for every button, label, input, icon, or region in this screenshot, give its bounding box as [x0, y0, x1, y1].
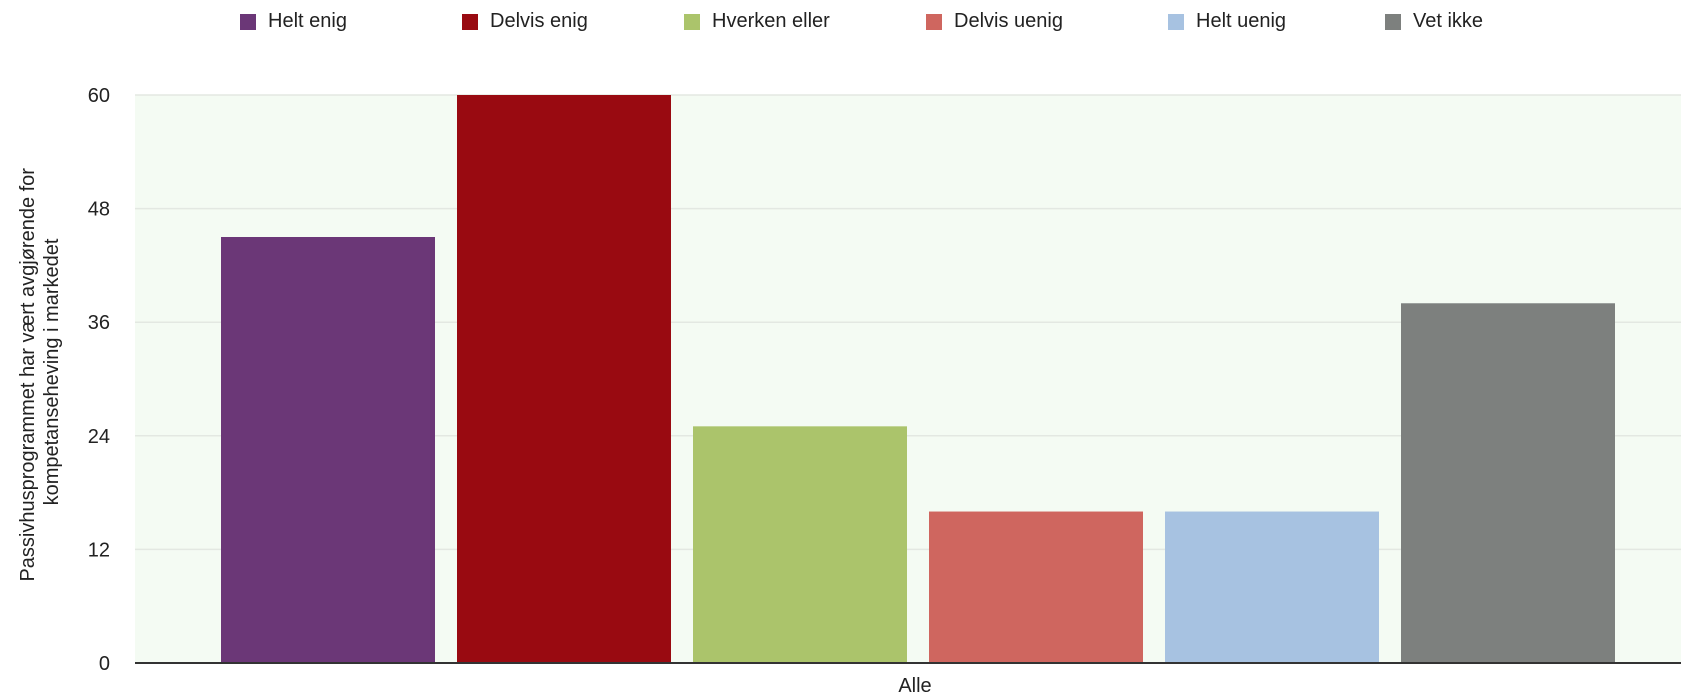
legend-label: Helt enig	[268, 10, 347, 32]
y-axis-title-line: kompetanseheving i markedet	[41, 238, 63, 505]
y-tick-label: 60	[88, 85, 110, 107]
legend-item-delvis-enig[interactable]: Delvis enig	[462, 10, 672, 33]
y-tick-label: 0	[99, 653, 110, 675]
legend-swatch	[926, 13, 942, 30]
y-tick-label: 12	[88, 539, 110, 561]
y-tick-label: 48	[88, 199, 110, 221]
bar-helt-enig[interactable]	[221, 237, 435, 663]
bar-delvis-uenig[interactable]	[929, 511, 1143, 663]
legend-label: Delvis uenig	[954, 10, 1063, 32]
bars	[221, 95, 1615, 663]
legend-label: Hverken eller	[712, 10, 830, 32]
x-category-label: Alle	[898, 675, 931, 697]
legend-swatch	[462, 13, 478, 30]
legend-item-vet-ikke[interactable]: Vet ikke	[1385, 10, 1535, 33]
chart-legend: Helt enig Delvis enig Hverken eller Delv…	[240, 10, 1547, 33]
y-axis-title-line: Passivhusprogrammet har vært avgjørende …	[17, 168, 39, 582]
bar-vet-ikke[interactable]	[1401, 303, 1615, 663]
y-tick-label: 36	[88, 312, 110, 334]
bar-hverken-eller[interactable]	[693, 426, 907, 663]
legend-label: Delvis enig	[490, 10, 588, 32]
legend-swatch	[1168, 13, 1184, 30]
y-tick-label: 24	[88, 426, 110, 448]
bar-delvis-enig[interactable]	[457, 95, 671, 663]
legend-label: Helt uenig	[1196, 10, 1287, 32]
legend-item-delvis-uenig[interactable]: Delvis uenig	[926, 10, 1156, 33]
legend-label: Vet ikke	[1413, 10, 1484, 32]
y-axis-ticks: 0 12 24 36 48 60	[88, 85, 110, 675]
legend-swatch	[684, 13, 700, 30]
legend-item-hverken-eller[interactable]: Hverken eller	[684, 10, 914, 33]
legend-item-helt-enig[interactable]: Helt enig	[240, 10, 450, 33]
legend-swatch	[240, 13, 256, 30]
legend-swatch	[1385, 13, 1401, 30]
bar-helt-uenig[interactable]	[1165, 511, 1379, 663]
y-axis-title: Passivhusprogrammet har vært avgjørende …	[17, 162, 63, 581]
legend-item-helt-uenig[interactable]: Helt uenig	[1168, 10, 1373, 33]
